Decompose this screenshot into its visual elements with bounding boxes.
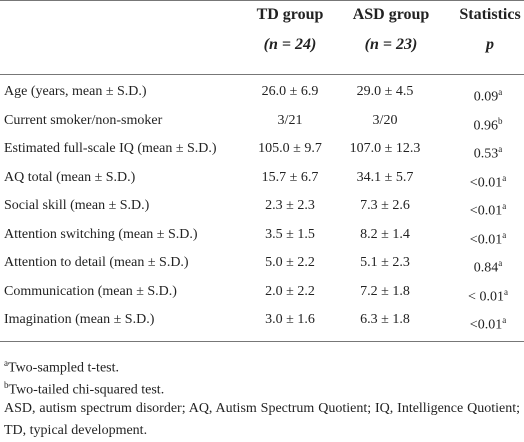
p-cell: 0.84a <box>474 254 503 278</box>
p-value: <0.01 <box>469 232 503 248</box>
p-value: <0.01 <box>469 175 503 191</box>
asd-value: 107.0 ± 12.3 <box>349 141 421 156</box>
column-subheader: (n = 24) <box>263 36 317 53</box>
p-note: b <box>498 115 503 126</box>
column-subheader: (n = 23) <box>364 36 418 53</box>
p-value: < 0.01 <box>468 289 504 305</box>
asd-value: 6.3 ± 1.8 <box>360 312 410 327</box>
p-note: a <box>502 229 507 240</box>
p-note: a <box>498 87 503 97</box>
p-value: <0.01 <box>469 203 503 219</box>
bottom-rule <box>0 341 524 342</box>
asd-value: 3/20 <box>372 112 398 128</box>
footnote-mark: b <box>4 380 9 390</box>
p-value: 0.96 <box>473 118 499 134</box>
td-value: 2.0 ± 2.2 <box>265 283 315 299</box>
column-header: Statistics <box>459 6 521 23</box>
p-value: <0.01 <box>469 317 503 333</box>
asd-value: 7.3 ± 2.6 <box>360 198 410 213</box>
column-header: TD group <box>256 6 324 23</box>
td-value: 26.0 ± 6.9 <box>261 84 319 99</box>
column-header: ASD group <box>352 6 430 23</box>
asd-value: 34.1 ± 5.7 <box>356 169 414 185</box>
td-value: 15.7 ± 6.7 <box>261 169 319 185</box>
row-label: Attention switching (mean ± S.D.) <box>4 226 198 242</box>
row-label: Imagination (mean ± S.D.) <box>4 312 155 327</box>
p-value: 0.84 <box>473 260 499 276</box>
td-value: 2.3 ± 2.3 <box>265 198 315 213</box>
row-label: Estimated full-scale IQ (mean ± S.D.) <box>4 141 217 156</box>
asd-value: 5.1 ± 2.3 <box>360 255 410 270</box>
p-note: a <box>502 172 507 183</box>
column-subheader: p <box>486 36 494 53</box>
footnote: bTwo-tailed chi-squared test. <box>4 376 164 400</box>
p-cell: 0.96b <box>474 112 503 136</box>
p-cell: 0.53a <box>474 140 503 164</box>
td-value: 105.0 ± 9.7 <box>258 141 322 156</box>
p-note: a <box>502 315 507 325</box>
td-value: 3.5 ± 1.5 <box>265 226 315 242</box>
row-label: AQ total (mean ± S.D.) <box>4 169 136 185</box>
p-cell: <0.01a <box>470 169 506 193</box>
p-cell: <0.01a <box>470 197 506 221</box>
footnote-text: Two-sampled t-test. <box>8 360 119 376</box>
footnote: aTwo-sampled t-test. <box>4 354 119 378</box>
p-note: a <box>502 201 507 211</box>
asd-value: 29.0 ± 4.5 <box>356 84 414 99</box>
p-note: a <box>498 258 503 268</box>
row-label: Social skill (mean ± S.D.) <box>4 198 150 213</box>
row-label: Communication (mean ± S.D.) <box>4 283 177 299</box>
p-note: a <box>498 144 503 154</box>
p-cell: 0.09a <box>474 83 503 107</box>
header-rule <box>0 74 524 75</box>
p-value: 0.53 <box>473 146 499 162</box>
top-rule <box>0 0 524 1</box>
row-label: Age (years, mean ± S.D.) <box>4 84 147 99</box>
p-note: a <box>503 286 508 297</box>
footnote-mark: a <box>4 358 8 368</box>
td-value: 5.0 ± 2.2 <box>265 255 315 270</box>
footnote-text: Two-tailed chi-squared test. <box>8 382 165 398</box>
asd-value: 7.2 ± 1.8 <box>360 283 410 299</box>
td-value: 3.0 ± 1.6 <box>265 312 315 327</box>
p-value: 0.09 <box>473 89 499 105</box>
row-label: Attention to detail (mean ± S.D.) <box>4 255 189 270</box>
p-cell: <0.01a <box>470 226 506 250</box>
td-value: 3/21 <box>277 112 303 128</box>
abbreviations: ASD, autism spectrum disorder; AQ, Autis… <box>4 401 520 438</box>
p-cell: <0.01a <box>470 311 506 335</box>
asd-value: 8.2 ± 1.4 <box>360 226 410 242</box>
p-cell: < 0.01a <box>468 283 508 307</box>
row-label: Current smoker/non-smoker <box>4 112 163 128</box>
